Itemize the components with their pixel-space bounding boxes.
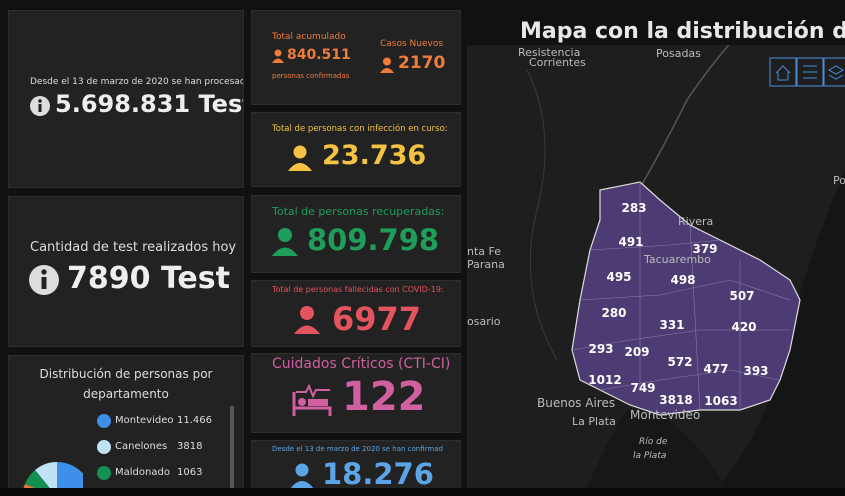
caption: Total acumulado: [272, 32, 346, 42]
person-icon: [272, 228, 298, 256]
value: 5.698.831 Test: [55, 90, 244, 118]
department-count: 495: [606, 270, 631, 284]
home-button[interactable]: [769, 57, 797, 87]
department-count: 477: [703, 362, 728, 376]
pie: [23, 462, 83, 495]
value: 840.511: [287, 47, 351, 63]
map[interactable]: Mapa con la distribución de Resistencia …: [467, 10, 845, 488]
place-label: Corrientes: [529, 56, 586, 69]
department-labels: 283 491 379 498 495 507 280 331 420 293 …: [588, 201, 768, 408]
recovered-panel: Total de personas recuperadas: 809.798: [251, 195, 461, 273]
legend-value: 1063: [177, 467, 203, 478]
value: 18.276: [322, 457, 434, 491]
department-count: 1012: [588, 373, 621, 387]
tests-total-panel: Desde el 13 de marzo de 2020 se han proc…: [8, 10, 244, 188]
place-label: Tacuarembo: [643, 253, 711, 266]
person-icon: [272, 49, 284, 63]
value: 2170: [398, 53, 446, 73]
distribution-panel: Distribución de personas por departament…: [8, 355, 244, 496]
legend-value: 3818: [177, 441, 203, 452]
place-label: Río de: [639, 437, 668, 447]
map-title-bar: [467, 10, 845, 45]
person-icon: [380, 57, 394, 73]
place-label: Rivera: [678, 215, 713, 228]
department-count: 749: [630, 381, 655, 395]
map-panel: Mapa con la distribución de Resistencia …: [467, 10, 845, 488]
department-count: 209: [624, 345, 649, 359]
map-tools[interactable]: [769, 57, 845, 87]
department-count: 293: [588, 342, 613, 356]
department-count: 1063: [704, 394, 737, 408]
caption: Desde el 13 de marzo de 2020 se han proc…: [30, 77, 244, 87]
department-count: 3818: [659, 393, 692, 407]
department-count: 280: [601, 306, 626, 320]
confirmed-panel: Desde el 13 de marzo de 2020 se han conf…: [251, 440, 461, 496]
legend-label: Maldonado: [115, 467, 170, 478]
info-icon: [29, 265, 59, 295]
value: 6977: [332, 300, 422, 338]
place-labels: Resistencia Corrientes Posadas Rivera Ta…: [467, 46, 845, 461]
distribution-title: Distribución de personas por departament…: [39, 367, 213, 401]
legend-swatch: [97, 466, 111, 480]
scrollbar[interactable]: [230, 406, 234, 491]
accumulated-panel: Total acumulado 840.511 personas confirm…: [251, 10, 461, 105]
caption: Cantidad de test realizados hoy: [30, 240, 237, 255]
place-label: la Plata: [633, 451, 666, 461]
department-count: 283: [621, 201, 646, 215]
critical-panel: Cuidados Críticos (CTI-CI) 122: [251, 353, 461, 433]
place-label: Buenos Aires: [537, 396, 615, 410]
department-count: 498: [670, 273, 695, 287]
department-count: 420: [731, 320, 756, 334]
place-label: nta Fe: [467, 245, 501, 258]
active-panel: Total de personas con infección en curso…: [251, 112, 461, 187]
department-count: 507: [729, 289, 754, 303]
caption: Cuidados Críticos (CTI-CI): [272, 356, 451, 372]
department-count: 393: [743, 364, 768, 378]
home-icon: [775, 65, 791, 81]
info-icon: [30, 96, 50, 116]
tests-today-panel: Cantidad de test realizados hoy 7890 Tes…: [8, 196, 244, 347]
place-label: Resistencia: [518, 46, 580, 59]
caption: Total de personas fallecidas con COVID-1…: [272, 285, 444, 294]
layers-button[interactable]: [823, 57, 845, 87]
bed-icon: [292, 384, 332, 416]
legend-swatch: [97, 414, 111, 428]
department-count: 572: [667, 355, 692, 369]
layers-icon: [827, 65, 845, 80]
caption: Casos Nuevos: [380, 39, 444, 49]
place-label: Montevideo: [630, 408, 700, 422]
department-count: 379: [692, 242, 717, 256]
taskbar: [0, 488, 845, 496]
map-title: Mapa con la distribución de: [520, 19, 845, 44]
department-count: 331: [659, 318, 684, 332]
person-icon: [290, 463, 314, 489]
place-label: Parana: [467, 258, 505, 271]
place-label: La Plata: [572, 415, 616, 428]
value: 122: [342, 374, 426, 420]
value: 7890 Test: [67, 261, 230, 296]
deceased-panel: Total de personas fallecidas con COVID-1…: [251, 280, 461, 347]
place-label: Po: [833, 174, 845, 187]
place-label: osario: [467, 315, 501, 328]
value: 809.798: [307, 223, 440, 257]
list-icon: [803, 65, 817, 79]
legend-swatch: [97, 440, 111, 454]
value: 23.736: [322, 140, 427, 171]
legend-label: Canelones: [115, 441, 168, 452]
place-label: Posadas: [656, 47, 701, 60]
legend-value: 11.466: [177, 415, 212, 426]
person-icon: [294, 306, 320, 334]
caption: Total de personas con infección en curso…: [272, 124, 448, 134]
note: personas confirmadas: [272, 72, 350, 80]
legend-label: Montevideo: [115, 415, 174, 426]
caption: Total de personas recuperadas:: [272, 205, 445, 218]
person-icon: [288, 145, 312, 171]
department-count: 491: [618, 235, 643, 249]
caption: Desde el 13 de marzo de 2020 se han conf…: [272, 445, 443, 453]
